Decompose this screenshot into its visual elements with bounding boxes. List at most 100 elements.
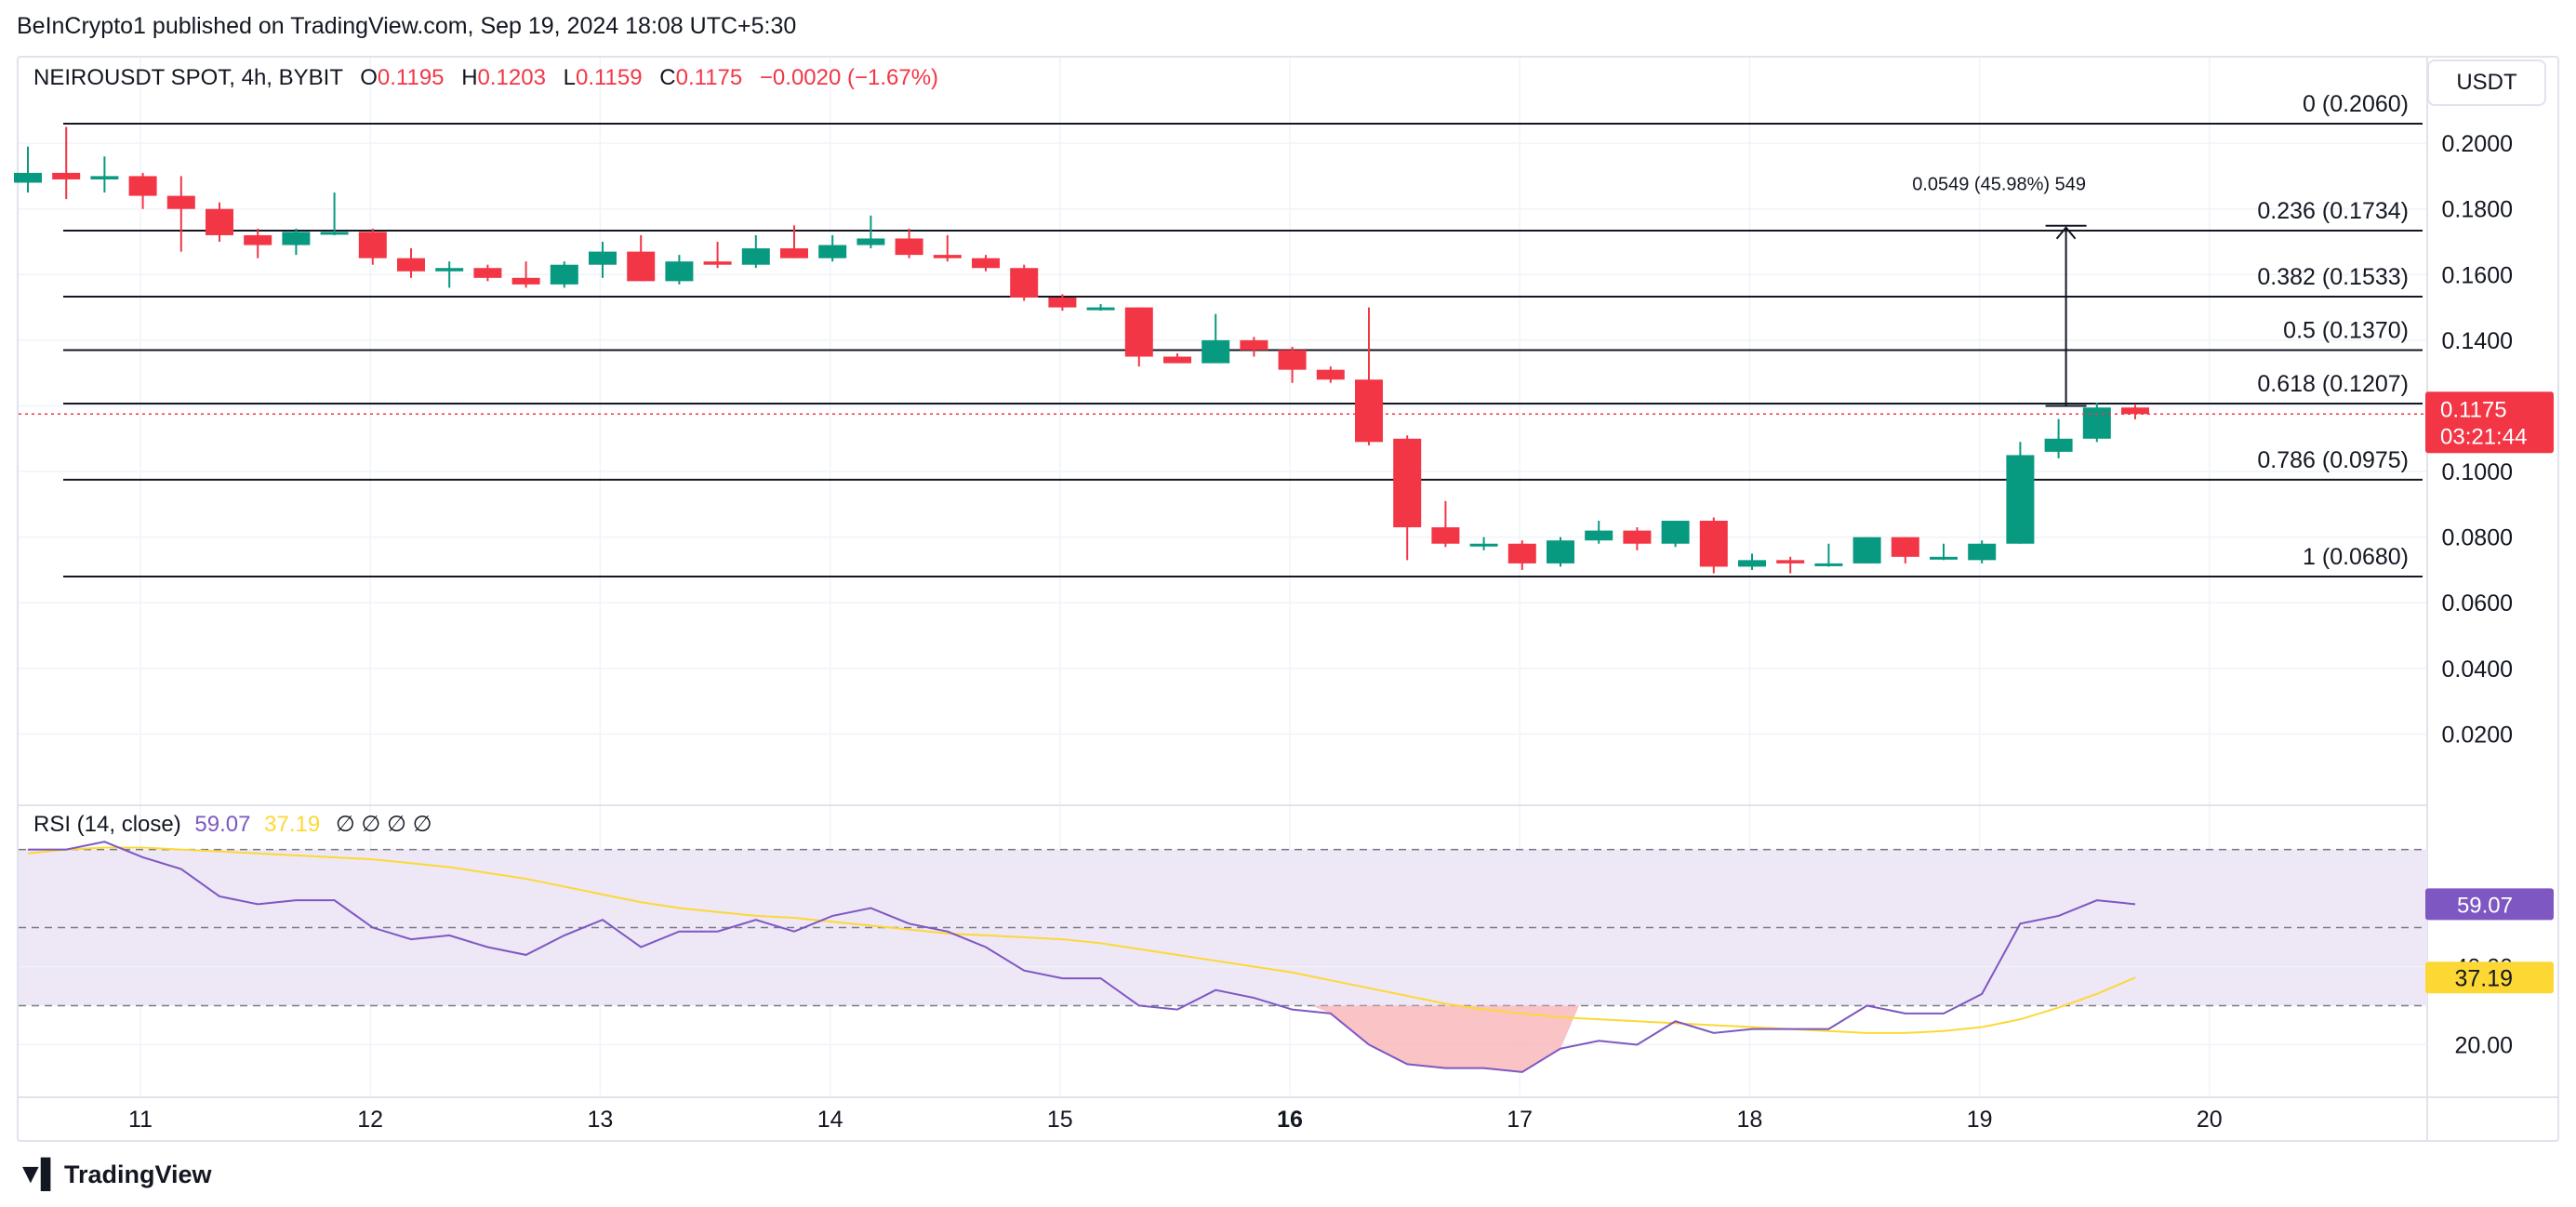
candle-down-body (1623, 530, 1652, 544)
fib-level-label: 0.382 (0.1533) (2257, 264, 2409, 290)
candle-up-body (1738, 560, 1766, 567)
rsi-ma-value-tag (2425, 962, 2554, 994)
rsi-legend-value: 59.07 (194, 812, 251, 837)
high-label: H (461, 65, 478, 90)
rsi-legend: RSI (14, close) 59.07 37.19 ∅ ∅ ∅ ∅ (33, 811, 432, 838)
candle-up-body (1585, 530, 1613, 541)
price-tick-label: 0.1400 (2442, 328, 2513, 354)
candle-down-body (1316, 369, 1345, 380)
fib-level-label: 0.236 (0.1734) (2257, 198, 2409, 224)
publisher-line: BeInCrypto1 published on TradingView.com… (17, 13, 797, 39)
candle-down-body (511, 277, 540, 285)
candle-down-body (1699, 521, 1728, 567)
last-price-tag (2425, 391, 2554, 454)
candle-down-body (244, 234, 272, 245)
candle-up-body (741, 248, 770, 265)
candle-up-body (818, 245, 847, 259)
chart-frame (17, 56, 2559, 1142)
candle-down-body (128, 176, 157, 196)
candle-up-body (1930, 556, 1958, 560)
measure-label: 0.0549 (45.98%) 549 (1912, 175, 2086, 195)
candlestick-series (14, 126, 2149, 574)
rsi-value-tag-text: 59.07 (2457, 893, 2513, 918)
candle-down-body (1431, 527, 1460, 544)
candle-up-body (1852, 537, 1881, 564)
tradingview-logo-icon: ▼▌ (17, 1159, 60, 1189)
empty-values: ∅ ∅ ∅ ∅ (335, 812, 432, 837)
candle-down-body (703, 261, 732, 265)
tradingview-logo[interactable]: ▼▌ TradingView (17, 1159, 212, 1190)
close-label: C (659, 65, 676, 90)
candle-down-body (1507, 543, 1536, 564)
open-label: O (360, 65, 378, 90)
fibonacci-retracement: 0 (0.2060) 0.236 (0.1734) 0.382 (0.1533) 0.… (63, 91, 2423, 577)
candle-down-body (1010, 268, 1039, 298)
candle-down-body (895, 238, 923, 256)
price-tick-label: 0.2000 (2442, 131, 2513, 157)
currency-button[interactable]: USDT (2427, 60, 2546, 106)
candle-up-body (1202, 339, 1230, 364)
candle-up-body (1968, 543, 1997, 561)
measure-arrowhead (2055, 226, 2077, 240)
candle-up-body (550, 264, 578, 285)
candle-down-body (933, 255, 962, 259)
candle-up-body (2006, 455, 2035, 544)
candle-down-body (1355, 379, 1383, 443)
price-tick-label: 0.1600 (2442, 262, 2513, 288)
symbol-legend: NEIROUSDT SPOT, 4h, BYBIT O0.1195 H0.120… (33, 65, 938, 91)
time-tick-label: 16 (1277, 1107, 1303, 1133)
time-axis: 11 12 13 14 15 16 17 18 19 20 (128, 1107, 2223, 1133)
candle-up-body (2044, 438, 2073, 452)
time-tick-label: 17 (1507, 1107, 1533, 1133)
time-tick-label: 13 (587, 1107, 613, 1133)
candle-up-body (1814, 563, 1843, 566)
candle-down-body (1776, 560, 1805, 564)
candle-up-body (1469, 543, 1498, 547)
candle-down-body (358, 232, 387, 259)
candle-up-body (1547, 540, 1574, 564)
time-tick-label: 19 (1967, 1107, 1993, 1133)
candle-up-body (282, 232, 311, 245)
time-tick-label: 11 (128, 1107, 153, 1133)
candle-down-body (166, 195, 195, 209)
candle-down-body (1240, 339, 1268, 351)
candle-down-body (2121, 407, 2149, 415)
rsi-tick-label: 20.00 (2454, 1032, 2513, 1058)
price-tick-label: 0.0800 (2442, 525, 2513, 551)
price-tick-label: 0.1000 (2442, 459, 2513, 485)
rsi-line (28, 841, 2136, 1073)
rsi-ma-value-tag-text: 37.19 (2454, 965, 2513, 991)
time-tick-label: 15 (1047, 1107, 1073, 1133)
fib-level-label: 0.786 (0.0975) (2257, 447, 2409, 473)
candle-up-body (856, 238, 885, 245)
candle-down-body (1891, 537, 1919, 557)
tradingview-brand: TradingView (63, 1160, 212, 1188)
open-value: 0.1195 (377, 65, 445, 90)
candle-up-body (435, 268, 464, 272)
time-tick-label: 12 (357, 1107, 383, 1133)
candle-down-body (1278, 350, 1307, 370)
time-tick-label: 18 (1736, 1107, 1762, 1133)
rsi-panel (19, 841, 2427, 1073)
fib-level-label: 1 (0.0680) (2303, 544, 2409, 570)
candle-down-body (1393, 438, 1422, 528)
candle-down-body (972, 258, 1000, 269)
rsi-ma-legend-value: 37.19 (264, 812, 321, 837)
candle-down-body (1163, 356, 1191, 364)
candle-up-body (665, 261, 694, 282)
last-price-value: 0.1175 (2440, 397, 2507, 422)
price-tick-label: 0.0200 (2442, 722, 2513, 748)
rsi-indicator-name: RSI (14, close) (33, 812, 181, 837)
candle-down-body (397, 258, 425, 272)
price-tick-label: 0.0600 (2442, 590, 2513, 617)
last-price-countdown: 03:21:44 (2440, 424, 2527, 449)
symbol-name: NEIROUSDT SPOT, 4h, BYBIT (33, 65, 343, 90)
candle-down-body (1124, 307, 1153, 357)
candle-up-body (1661, 521, 1690, 544)
candle-down-body (52, 172, 81, 179)
low-value: 0.1159 (575, 65, 643, 90)
candle-up-body (90, 176, 119, 179)
low-label: L (563, 65, 576, 90)
